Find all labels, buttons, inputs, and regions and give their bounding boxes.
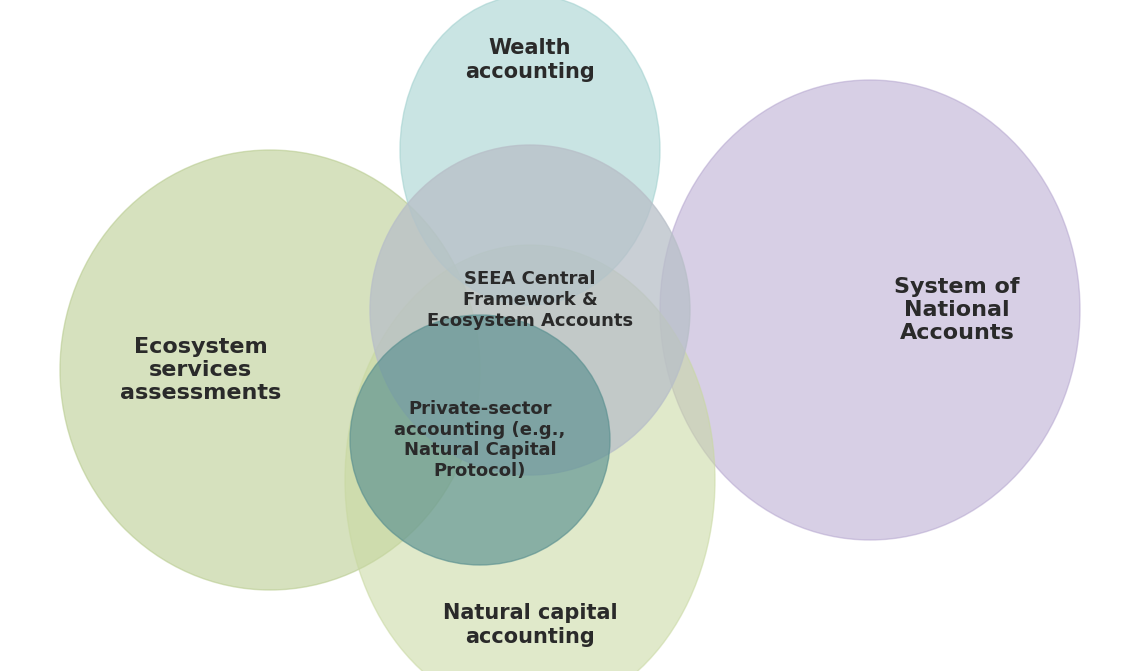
Ellipse shape bbox=[60, 150, 480, 590]
Ellipse shape bbox=[370, 145, 690, 475]
Text: SEEA Central
Framework &
Ecosystem Accounts: SEEA Central Framework & Ecosystem Accou… bbox=[428, 270, 633, 330]
Ellipse shape bbox=[400, 0, 660, 305]
Text: Private-sector
accounting (e.g.,
Natural Capital
Protocol): Private-sector accounting (e.g., Natural… bbox=[394, 400, 565, 480]
Text: Ecosystem
services
assessments: Ecosystem services assessments bbox=[120, 337, 282, 403]
Text: System of
National
Accounts: System of National Accounts bbox=[895, 277, 1020, 343]
Ellipse shape bbox=[345, 245, 715, 671]
Ellipse shape bbox=[350, 315, 610, 565]
Text: Natural capital
accounting: Natural capital accounting bbox=[442, 603, 618, 647]
Ellipse shape bbox=[660, 80, 1080, 540]
Text: Wealth
accounting: Wealth accounting bbox=[465, 38, 595, 82]
